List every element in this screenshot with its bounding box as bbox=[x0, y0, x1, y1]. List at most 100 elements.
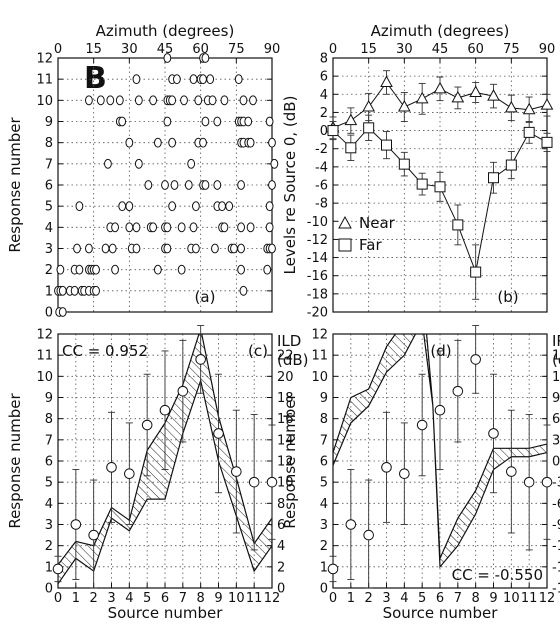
y2-tick-label: 0 bbox=[552, 455, 560, 470]
cc-annotation: CC = -0.550 bbox=[452, 566, 543, 584]
x-tick-label: 15 bbox=[360, 42, 377, 57]
response-point bbox=[125, 201, 134, 212]
near-marker bbox=[344, 113, 358, 126]
y-tick-label: 4 bbox=[320, 497, 328, 512]
y-tick-label: -14 bbox=[307, 251, 328, 266]
response-point bbox=[189, 222, 198, 233]
x-tick-label: 45 bbox=[432, 42, 449, 57]
mean-response-point bbox=[523, 476, 535, 488]
near-marker bbox=[415, 91, 429, 104]
response-point bbox=[96, 95, 105, 106]
panel-label-a: (a) bbox=[195, 288, 216, 306]
mean-response-point bbox=[541, 476, 553, 488]
response-point bbox=[108, 243, 117, 254]
x-tick-label: 8 bbox=[197, 591, 205, 606]
response-point bbox=[230, 243, 238, 254]
response-point bbox=[163, 116, 172, 127]
y2-tick-label: 10 bbox=[277, 476, 294, 491]
response-point bbox=[170, 180, 179, 190]
mean-response-point bbox=[195, 354, 206, 365]
y2-tick-label: 30 bbox=[552, 433, 560, 448]
response-point bbox=[187, 158, 196, 169]
y2-tick-label: 14 bbox=[277, 433, 294, 448]
legend-square-icon bbox=[338, 238, 352, 252]
far-marker bbox=[505, 159, 517, 171]
response-point bbox=[132, 74, 141, 85]
mean-response-point bbox=[381, 462, 392, 473]
y-tick-label: 5 bbox=[45, 476, 53, 491]
response-point bbox=[168, 137, 177, 148]
far-marker bbox=[523, 126, 535, 138]
near-marker bbox=[433, 81, 447, 94]
figure-label: B bbox=[84, 61, 107, 96]
response-point bbox=[265, 116, 274, 127]
y-axis-label: Response number bbox=[6, 392, 24, 528]
far-marker bbox=[541, 136, 553, 148]
x-tick-label: 9 bbox=[214, 591, 222, 606]
response-point bbox=[161, 180, 169, 190]
y2-tick-label: 2 bbox=[277, 560, 285, 575]
y-tick-label: 9 bbox=[45, 115, 53, 130]
response-point bbox=[208, 95, 217, 106]
mean-response-point bbox=[124, 468, 135, 480]
y-tick-label: 6 bbox=[45, 179, 53, 194]
mean-response-point bbox=[177, 385, 189, 397]
y-tick-label: -8 bbox=[315, 197, 328, 212]
response-point bbox=[149, 222, 158, 233]
x-tick-label: 45 bbox=[157, 42, 174, 57]
y-tick-label: -18 bbox=[307, 287, 328, 302]
response-point bbox=[213, 116, 222, 127]
response-point bbox=[163, 243, 172, 254]
mean-response-point bbox=[434, 404, 446, 416]
response-point bbox=[246, 137, 255, 148]
x-tick-label: 11 bbox=[246, 591, 263, 606]
mean-response-point bbox=[363, 529, 374, 541]
y-tick-label: -16 bbox=[307, 269, 328, 284]
response-point bbox=[201, 53, 210, 63]
response-point bbox=[192, 243, 200, 254]
y2-tick-label: 20 bbox=[277, 370, 294, 385]
cc-annotation: CC = 0.952 bbox=[62, 342, 148, 360]
y-tick-label: -4 bbox=[315, 160, 328, 175]
mean-response-point bbox=[266, 476, 278, 488]
x-tick-label: 10 bbox=[228, 591, 245, 606]
response-point bbox=[211, 243, 219, 254]
panel-label-b: (b) bbox=[497, 288, 518, 306]
x-tick-label: 0 bbox=[54, 42, 62, 57]
x-tick-label: 2 bbox=[365, 591, 373, 606]
y-tick-label: 12 bbox=[311, 328, 328, 343]
near-marker bbox=[362, 99, 376, 112]
response-point bbox=[239, 95, 248, 106]
mean-response-point bbox=[470, 354, 481, 365]
x-tick-label: 3 bbox=[107, 591, 115, 606]
response-point bbox=[189, 74, 198, 85]
y-tick-label: 4 bbox=[320, 88, 328, 103]
response-point bbox=[194, 95, 203, 106]
response-point bbox=[268, 137, 276, 148]
y-tick-label: 8 bbox=[320, 52, 328, 67]
panel-label-d: (d) bbox=[430, 342, 451, 360]
y-tick-label: 11 bbox=[311, 349, 328, 364]
response-point bbox=[168, 95, 177, 106]
response-point bbox=[58, 307, 67, 317]
y-tick-label: 4 bbox=[45, 221, 53, 236]
response-point bbox=[237, 243, 245, 254]
y-tick-label: 11 bbox=[36, 73, 53, 88]
y2-tick-label: -60 bbox=[552, 497, 560, 512]
response-point bbox=[265, 222, 274, 233]
response-point bbox=[199, 137, 207, 148]
response-point bbox=[85, 243, 93, 254]
y-tick-label: 9 bbox=[320, 391, 328, 406]
mean-response-point bbox=[452, 385, 464, 397]
y2-tick-label: 12 bbox=[277, 455, 294, 470]
y-tick-label: 8 bbox=[45, 412, 53, 427]
x-tick-label: 7 bbox=[179, 591, 187, 606]
x-tick-label: 1 bbox=[347, 591, 355, 606]
response-point bbox=[134, 158, 143, 169]
panel-label-c: (c) bbox=[248, 342, 268, 360]
legend-label-near: Near bbox=[359, 214, 396, 232]
response-point bbox=[118, 116, 127, 127]
x-tick-label: 2 bbox=[90, 591, 98, 606]
y-tick-label: 3 bbox=[320, 518, 328, 533]
near-marker bbox=[451, 90, 465, 103]
